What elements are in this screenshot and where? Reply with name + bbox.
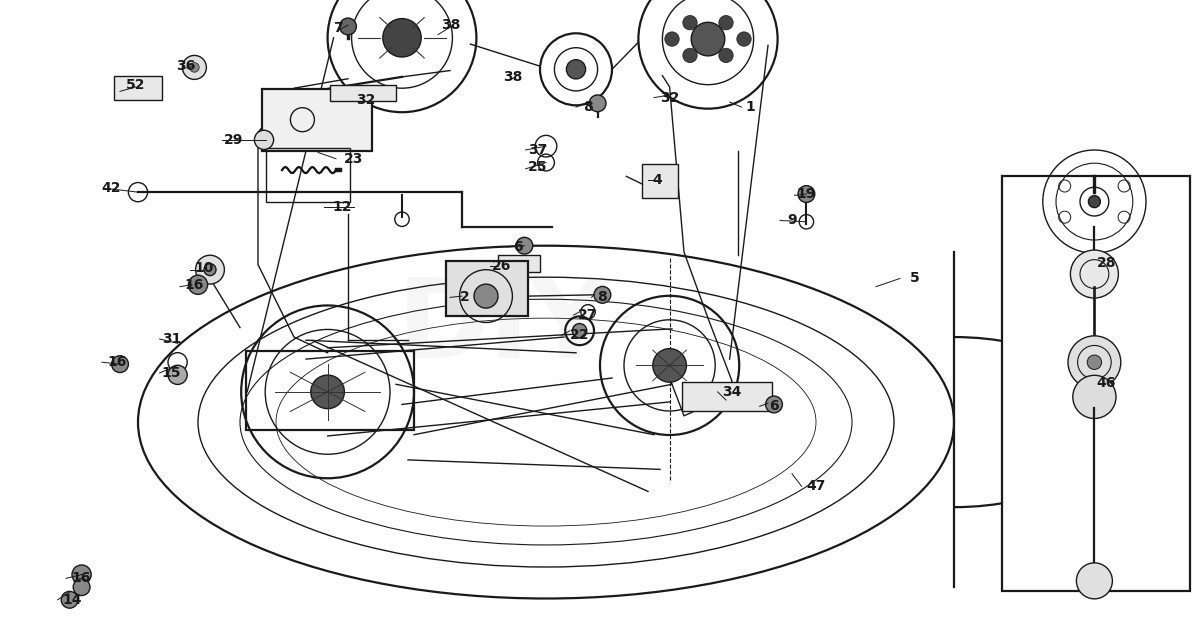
Bar [1002,176,1190,591]
Bar [114,76,162,100]
Circle shape [254,130,274,149]
Circle shape [766,396,782,413]
Circle shape [190,62,199,72]
Text: 2: 2 [460,290,469,304]
Circle shape [1087,355,1102,369]
Text: 16: 16 [185,278,204,292]
Text: 25: 25 [528,160,547,174]
Circle shape [594,287,611,303]
Circle shape [188,275,208,294]
Circle shape [182,55,206,79]
Circle shape [204,263,216,276]
Circle shape [719,16,733,30]
Circle shape [737,32,751,46]
Circle shape [474,284,498,308]
Bar [246,351,414,430]
Circle shape [196,255,224,284]
Circle shape [665,32,679,46]
Text: 6: 6 [769,399,779,413]
Circle shape [1068,336,1121,389]
Text: 10: 10 [194,261,214,275]
Bar [642,164,678,198]
Circle shape [683,49,697,62]
Text: 42: 42 [102,181,121,195]
Text: 6: 6 [514,240,523,254]
Text: 38: 38 [503,70,522,84]
Text: 28: 28 [1097,256,1116,270]
Text: 1: 1 [745,100,755,114]
Text: 37: 37 [528,143,547,157]
Text: 16: 16 [108,355,127,369]
Circle shape [73,579,90,595]
Text: 29: 29 [224,133,244,147]
Text: 31: 31 [162,332,181,346]
Circle shape [340,18,356,35]
Circle shape [1088,195,1100,208]
Circle shape [168,365,187,384]
Bar [262,89,372,151]
Circle shape [683,16,697,30]
Circle shape [1076,563,1112,599]
Text: 23: 23 [344,152,364,166]
Bar [498,255,540,272]
Bar [266,148,350,202]
Circle shape [516,238,533,254]
Text: 15: 15 [162,366,181,380]
Bar [446,261,528,316]
Text: 34: 34 [722,385,742,399]
Text: 12: 12 [332,200,352,214]
Circle shape [589,95,606,112]
Circle shape [798,186,815,202]
Text: 9: 9 [787,214,797,227]
Text: 36: 36 [176,59,196,73]
Text: 27: 27 [578,308,598,322]
Text: 7: 7 [334,21,343,35]
Text: 14: 14 [62,593,82,607]
Text: 4: 4 [653,173,662,186]
Circle shape [383,19,421,57]
Circle shape [311,375,344,409]
Text: 16: 16 [72,571,91,585]
Text: 52: 52 [126,78,145,92]
Text: 19: 19 [797,187,816,201]
Bar [330,85,396,101]
Text: 22: 22 [570,328,589,342]
Text: 46: 46 [1097,376,1116,390]
Text: DIY: DIY [397,274,611,381]
Text: 47: 47 [806,479,826,493]
Circle shape [566,60,586,79]
Text: 32: 32 [660,91,679,105]
Circle shape [61,592,78,608]
Circle shape [72,565,91,584]
Bar [682,382,772,411]
Circle shape [1073,375,1116,418]
Circle shape [112,356,128,372]
Text: 38: 38 [442,18,461,32]
Circle shape [653,348,686,382]
Circle shape [691,22,725,56]
Circle shape [572,324,587,338]
Text: 5: 5 [910,272,919,285]
Text: 32: 32 [356,93,376,106]
Text: 26: 26 [492,259,511,273]
Circle shape [1070,250,1118,298]
Text: 8: 8 [598,290,607,304]
Text: 8: 8 [583,100,593,114]
Circle shape [719,49,733,62]
